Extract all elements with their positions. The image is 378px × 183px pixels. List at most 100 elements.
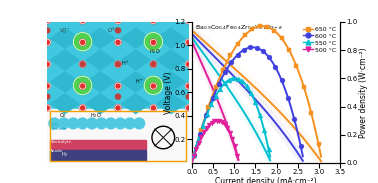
Point: [208, 103, 214, 106]
Point: [214, 119, 220, 122]
Point: [301, 85, 307, 88]
Point: [235, 77, 241, 80]
Circle shape: [115, 17, 121, 24]
Polygon shape: [157, 50, 185, 70]
Text: H$_2$O: H$_2$O: [90, 111, 101, 120]
Circle shape: [115, 39, 121, 46]
Point: [249, 27, 256, 30]
Circle shape: [150, 83, 156, 89]
Point: [213, 85, 219, 88]
Circle shape: [44, 105, 50, 111]
Circle shape: [45, 28, 50, 33]
Circle shape: [44, 83, 50, 89]
Legend: 650 °C, 600 °C, 550 °C, 500 °C: 650 °C, 600 °C, 550 °C, 500 °C: [302, 25, 337, 54]
Point: [253, 101, 259, 104]
Point: [228, 54, 234, 57]
Polygon shape: [86, 50, 115, 70]
Point: [316, 143, 322, 145]
Circle shape: [186, 105, 192, 111]
Circle shape: [115, 94, 121, 99]
Point: [204, 113, 210, 116]
Text: H$_2$O: H$_2$O: [149, 47, 161, 56]
Text: Ba$_{0.9}$Co$_{0.4}$Fe$_{0.4}$Zr$_{0.1}$Y$_{0.1}$O$_{3-\delta}$: Ba$_{0.9}$Co$_{0.4}$Fe$_{0.4}$Zr$_{0.1}$…: [195, 23, 282, 32]
Point: [291, 118, 297, 121]
Circle shape: [150, 61, 156, 67]
Point: [219, 121, 225, 124]
Bar: [47, 22, 189, 109]
Point: [257, 113, 263, 116]
Circle shape: [186, 83, 192, 89]
Circle shape: [73, 76, 92, 95]
Point: [204, 127, 210, 130]
Point: [201, 131, 207, 134]
Point: [254, 46, 260, 49]
Point: [206, 124, 212, 127]
Bar: [50, 150, 146, 160]
Point: [209, 97, 215, 100]
Circle shape: [49, 118, 60, 129]
Text: O$_2$: O$_2$: [59, 111, 66, 120]
Point: [261, 129, 267, 132]
Point: [264, 25, 270, 28]
Circle shape: [144, 76, 163, 95]
Text: $V_O^{\bullet\bullet}$: $V_O^{\bullet\bullet}$: [59, 26, 70, 36]
Point: [260, 50, 266, 53]
Point: [273, 66, 279, 69]
Point: [226, 79, 232, 81]
Y-axis label: Power density (W·cm⁻²): Power density (W·cm⁻²): [359, 47, 368, 138]
Circle shape: [115, 105, 121, 111]
Circle shape: [73, 33, 92, 51]
Point: [243, 84, 249, 87]
Circle shape: [115, 62, 121, 67]
Circle shape: [151, 62, 156, 67]
Polygon shape: [51, 72, 79, 92]
Circle shape: [79, 17, 86, 24]
Point: [297, 144, 304, 147]
Polygon shape: [122, 50, 150, 70]
Point: [247, 46, 253, 49]
Circle shape: [77, 118, 88, 129]
Point: [234, 154, 240, 157]
Circle shape: [150, 105, 156, 111]
Circle shape: [44, 39, 50, 46]
Point: [235, 42, 241, 45]
Point: [293, 65, 299, 68]
Circle shape: [79, 105, 86, 111]
Point: [230, 77, 236, 80]
Polygon shape: [157, 94, 185, 113]
Point: [279, 37, 285, 40]
Text: TCO
Cathode: TCO Cathode: [50, 123, 67, 131]
Circle shape: [134, 118, 145, 129]
Circle shape: [124, 118, 135, 129]
Circle shape: [79, 61, 86, 67]
Circle shape: [68, 118, 79, 129]
Circle shape: [79, 39, 86, 46]
Point: [232, 145, 238, 148]
Point: [205, 105, 211, 108]
Point: [241, 48, 247, 51]
Text: H$^+$: H$^+$: [135, 77, 144, 86]
Point: [257, 25, 263, 28]
Point: [195, 138, 201, 141]
Polygon shape: [157, 72, 185, 92]
Polygon shape: [122, 94, 150, 113]
Point: [211, 120, 217, 123]
Bar: [47, 109, 189, 163]
Bar: [50, 111, 186, 161]
Point: [222, 123, 228, 126]
Text: H$^+$: H$^+$: [121, 59, 130, 68]
Point: [197, 132, 203, 135]
Polygon shape: [51, 28, 79, 48]
Circle shape: [115, 83, 121, 89]
Polygon shape: [86, 94, 115, 113]
Text: Electrolyte: Electrolyte: [50, 140, 72, 144]
Polygon shape: [86, 72, 115, 92]
Point: [239, 80, 245, 83]
Point: [266, 56, 272, 59]
Circle shape: [115, 118, 126, 129]
Point: [216, 119, 222, 122]
Point: [196, 141, 202, 144]
Circle shape: [80, 62, 85, 67]
Polygon shape: [86, 28, 115, 48]
Point: [308, 111, 314, 114]
